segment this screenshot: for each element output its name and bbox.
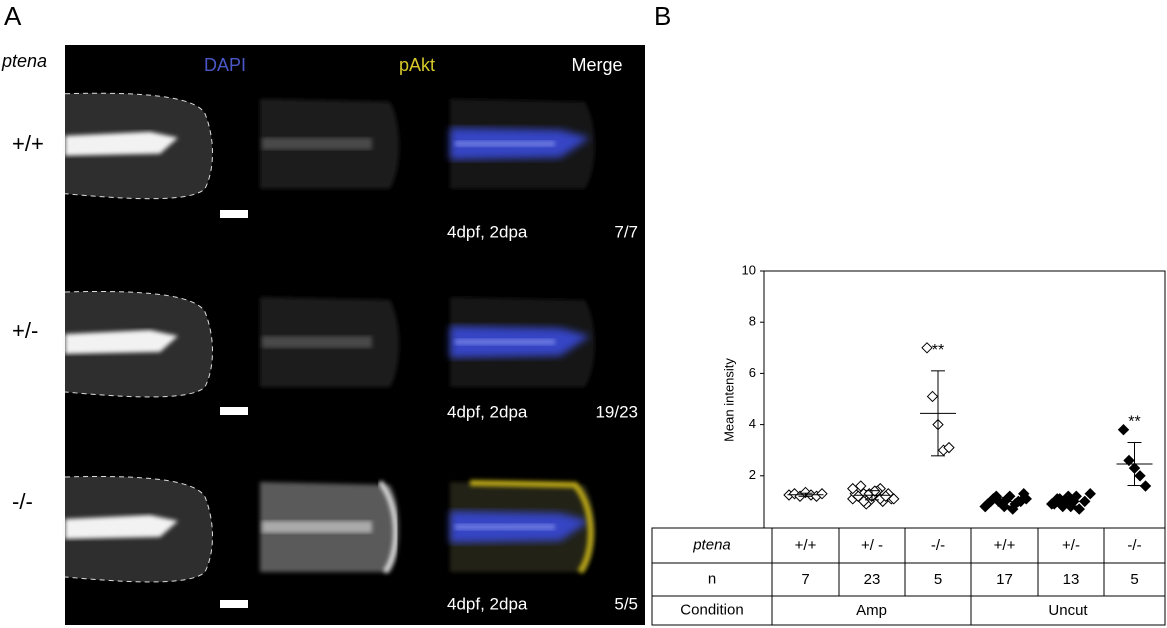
genotype-label: -/-	[12, 489, 33, 514]
data-point	[1065, 500, 1077, 513]
scale-bar	[220, 210, 248, 218]
table-n: 5	[1130, 571, 1138, 588]
table-genotype: +/ -	[861, 537, 883, 554]
merge-streak	[455, 338, 555, 345]
table-n: 13	[1063, 571, 1080, 588]
data-point	[847, 482, 859, 495]
column-header: DAPI	[204, 55, 246, 75]
column-header: pAkt	[399, 55, 435, 75]
genotype-label: +/-	[12, 318, 38, 343]
table-n: 23	[864, 571, 881, 588]
pakt-streak	[262, 137, 372, 150]
table-genotype: -/-	[1127, 537, 1141, 554]
data-point	[979, 500, 991, 513]
row-header: ptena	[1, 51, 47, 71]
data-point	[921, 342, 933, 354]
condition-label: Amp	[856, 602, 887, 619]
data-point	[926, 390, 939, 403]
column-header: Merge	[571, 55, 622, 75]
caption: 4dpf, 2dpa	[447, 402, 528, 421]
data-point	[943, 441, 955, 454]
y-tick-label: 8	[749, 314, 756, 329]
table-row-label: ptena	[692, 536, 731, 553]
table-row-label: n	[708, 570, 716, 587]
table-frame	[651, 527, 1166, 626]
table-genotype: -/-	[931, 537, 945, 554]
fin-outline	[64, 475, 213, 583]
table-n: 17	[996, 571, 1013, 588]
pakt-edge	[377, 480, 399, 574]
panel-b: B Mean intensity 2 4 6 8 10 ptena n Condition +/…	[651, 1, 1166, 626]
plot-frame	[763, 270, 1166, 529]
merge-streak	[455, 523, 555, 530]
notochord-signal	[65, 514, 178, 539]
merge-streak	[455, 140, 555, 147]
merge-yellow-edge	[469, 479, 594, 574]
notochord-signal	[65, 131, 178, 156]
fin-outline	[64, 290, 213, 398]
caption: 4dpf, 2dpa	[447, 222, 528, 241]
table-n: 7	[801, 571, 809, 588]
significance-label: **	[1128, 414, 1140, 431]
fin-outline	[64, 92, 213, 200]
data-point	[880, 490, 892, 502]
data-point	[1123, 454, 1135, 467]
pakt-streak	[262, 335, 372, 348]
caption: 4dpf, 2dpa	[447, 594, 528, 613]
panel-label: A	[4, 1, 22, 31]
notochord-signal	[65, 329, 178, 354]
data-point	[1134, 470, 1146, 482]
table-genotype: +/+	[795, 537, 817, 554]
scale-bar	[220, 600, 248, 608]
genotype-label: +/+	[12, 131, 44, 156]
y-tick-label: 10	[742, 262, 756, 277]
table-n: 5	[934, 571, 942, 588]
data-point	[1084, 488, 1096, 500]
significance-label: **	[932, 342, 944, 359]
y-tick-label: 4	[749, 416, 756, 431]
table-genotype: +/+	[994, 537, 1016, 554]
y-axis-label: Mean intensity	[721, 358, 736, 442]
panel-a: A ptena DAPI pAkt Merge +/+ 4dpf, 2dpa 7/7…	[1, 1, 645, 625]
data-point	[1117, 424, 1130, 436]
y-tick-label: 6	[749, 365, 756, 380]
ratio: 5/5	[614, 594, 638, 613]
table-row-label: Condition	[680, 601, 743, 618]
ratio: 7/7	[614, 222, 638, 241]
panel-label: B	[654, 1, 671, 31]
data-point	[998, 500, 1010, 513]
data-point	[1073, 503, 1085, 515]
y-tick-label: 2	[749, 467, 756, 482]
ratio: 19/23	[595, 402, 638, 421]
data-point	[816, 488, 828, 500]
data-point	[1020, 493, 1032, 505]
data-point	[1139, 480, 1152, 492]
pakt-streak	[262, 520, 372, 533]
condition-label: Uncut	[1048, 602, 1088, 619]
scale-bar	[220, 407, 248, 415]
table-genotype: +/-	[1062, 537, 1080, 554]
